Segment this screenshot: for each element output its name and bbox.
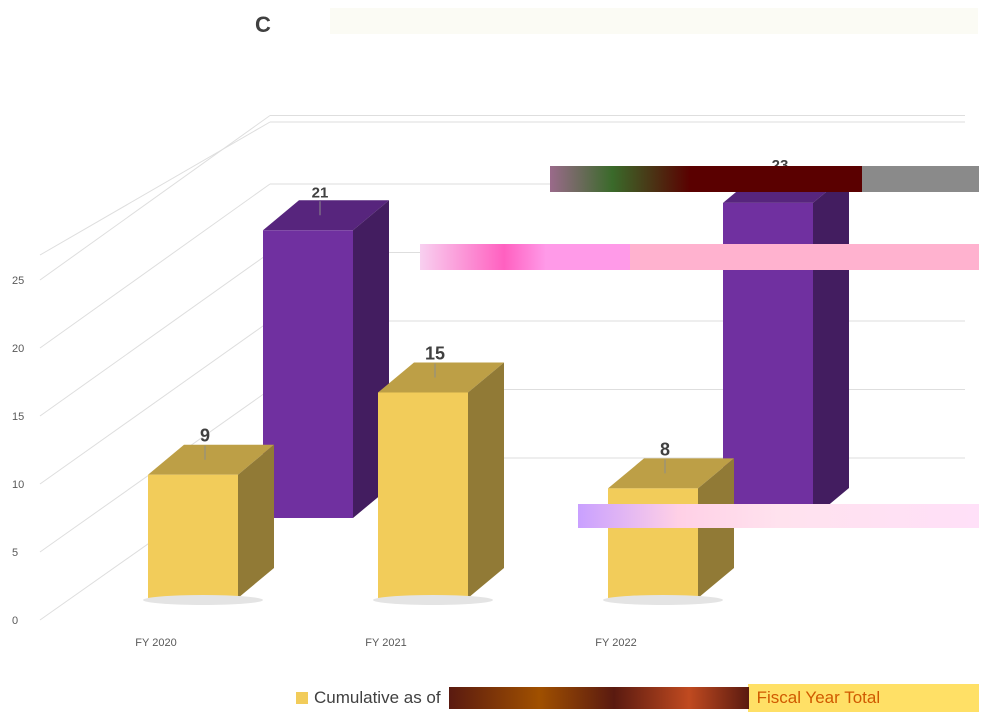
gridline-diagonal <box>39 121 271 256</box>
legend: Cumulative as of Fiscal Year Total <box>296 686 979 710</box>
bar-top-face <box>378 362 504 393</box>
bar-side-face <box>238 444 274 598</box>
data-label: 21 <box>312 184 329 201</box>
legend-artifact-band <box>748 684 979 712</box>
artifact-band-mid <box>420 244 630 270</box>
legend-artifact <box>448 687 749 709</box>
bar-shadow <box>373 595 493 605</box>
bar-shadow <box>603 595 723 605</box>
gridline-diagonal <box>39 115 271 281</box>
bar-fiscal-year-total: 23 <box>723 157 849 518</box>
bar-top-face <box>148 444 274 475</box>
legend-label-cumulative: Cumulative as of <box>314 688 441 707</box>
y-axis-ticks: 0 5 10 15 20 25 <box>12 275 24 627</box>
y-tick-label: 10 <box>12 479 24 491</box>
x-tick-label: FY 2021 <box>365 637 406 649</box>
chart-title: C <box>255 12 271 37</box>
bar-front-face <box>148 474 238 598</box>
series-front-bars: 9 15 8 <box>143 344 734 605</box>
legend-swatch-cumulative <box>296 692 308 704</box>
data-label: 9 <box>200 426 210 446</box>
bar-front-face <box>263 230 353 519</box>
bar-top-face <box>608 458 734 489</box>
x-axis-labels: FY 2020 FY 2021 FY 2022 <box>135 637 636 649</box>
gridline-diagonal <box>39 183 271 349</box>
bar-front-face <box>378 392 468 598</box>
bar-side-face <box>468 362 504 598</box>
bar-side-face <box>698 458 734 598</box>
data-label: 15 <box>425 344 445 364</box>
data-label: 8 <box>660 439 670 459</box>
bar-top-face <box>263 200 389 231</box>
series-back-bars: 21 23 <box>263 157 849 519</box>
bar-fiscal-year-total: 21 <box>263 184 389 519</box>
artifact-band-top <box>550 166 862 192</box>
gridline-diagonal <box>39 320 271 485</box>
y-tick-label: 0 <box>12 615 18 627</box>
bar-cumulative: 9 <box>148 426 274 598</box>
gridline-diagonal <box>39 252 271 417</box>
bar-cumulative: 15 <box>378 344 504 598</box>
title-band <box>330 8 978 34</box>
y-tick-label: 20 <box>12 343 24 355</box>
artifact-band-low <box>578 504 979 528</box>
legend-label-fiscal-total: Fiscal Year Total <box>756 688 881 707</box>
bar-shadow <box>143 595 263 605</box>
artifact-band-mid-right <box>630 244 979 270</box>
y-tick-label: 25 <box>12 275 24 287</box>
x-tick-label: FY 2020 <box>135 637 176 649</box>
y-tick-label: 15 <box>12 411 24 423</box>
x-tick-label: FY 2022 <box>595 637 636 649</box>
y-tick-label: 5 <box>12 547 18 559</box>
bar-side-face <box>813 172 849 518</box>
artifact-band-top-gray <box>862 166 979 192</box>
